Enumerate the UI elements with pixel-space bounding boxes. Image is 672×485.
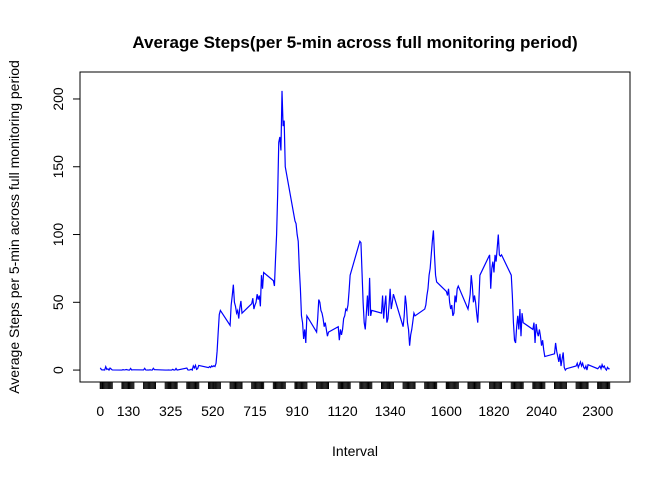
x-tick-label: 1820 (478, 403, 509, 419)
x-tick-label: 2040 (526, 403, 557, 419)
x-tick-label: 130 (117, 403, 141, 419)
y-tick-label: 0 (50, 366, 66, 374)
x-tick-label: 325 (159, 403, 183, 419)
x-tick-label: 520 (201, 403, 225, 419)
chart-title: Average Steps(per 5-min across full moni… (132, 33, 577, 52)
x-tick-label: 1600 (431, 403, 462, 419)
y-tick-label: 100 (50, 223, 66, 247)
x-axis-label: Interval (332, 443, 378, 459)
y-tick-label: 200 (50, 87, 66, 111)
x-tick-label: 2300 (582, 403, 613, 419)
x-tick-label: 0 (96, 403, 104, 419)
y-axis-label: Average Steps per 5-min across full moni… (6, 60, 22, 394)
x-tick-label: 1120 (328, 403, 358, 419)
x-tick-label: 1340 (375, 403, 406, 419)
y-tick-label: 50 (50, 294, 66, 310)
x-tick-label: 715 (243, 403, 267, 419)
x-tick-label: 910 (285, 403, 309, 419)
y-tick-label: 150 (50, 155, 66, 179)
data-line (99, 90, 610, 372)
